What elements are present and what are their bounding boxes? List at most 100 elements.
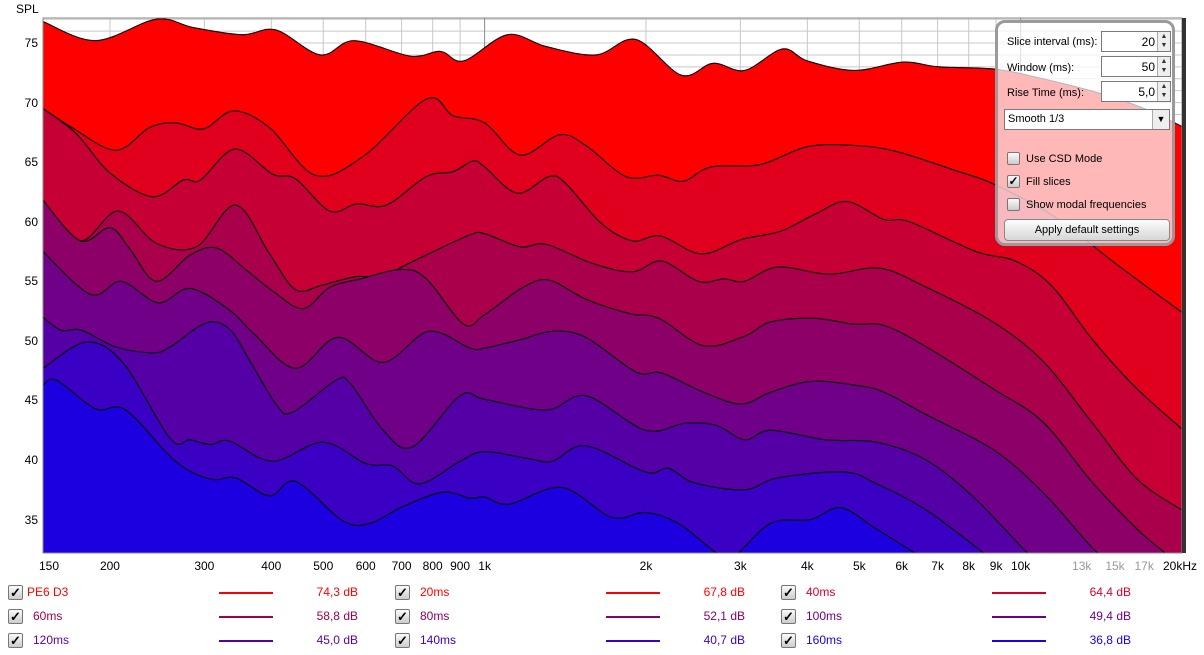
legend-label: PE6 D3 xyxy=(27,585,69,599)
x-tick-label: 3k xyxy=(734,559,747,573)
legend-line-swatch xyxy=(219,640,273,642)
legend-item: ✓ PE6 D3 74,3 dB xyxy=(8,584,358,602)
waterfall-plot xyxy=(42,17,1186,554)
spinner-arrows-icon[interactable]: ▲ ▼ xyxy=(1157,57,1170,76)
slice-line-0 xyxy=(43,18,1182,127)
x-tick-label: 13k xyxy=(1072,559,1092,573)
legend-checkbox[interactable]: ✓ xyxy=(781,633,796,648)
use-csd-label: Use CSD Mode xyxy=(1026,153,1103,165)
y-tick-label: 40 xyxy=(24,453,38,468)
smoothing-select[interactable]: Smooth 1/3 ▼ xyxy=(1004,109,1170,130)
y-tick-label: 45 xyxy=(24,393,38,408)
legend-item: ✓ 20ms 67,8 dB xyxy=(395,584,745,602)
legend-value: 52,1 dB xyxy=(703,609,745,623)
slice-line-3 xyxy=(43,199,1182,511)
legend-checkbox[interactable]: ✓ xyxy=(8,585,23,600)
slice-line-8 xyxy=(43,378,916,553)
legend-item: ✓ 120ms 45,0 dB xyxy=(8,632,358,650)
legend-line-swatch xyxy=(219,616,273,618)
legend-item: ✓ 160ms 36,8 dB xyxy=(781,632,1131,650)
legend-checkbox[interactable]: ✓ xyxy=(395,609,410,624)
legend-value: 64,4 dB xyxy=(1089,585,1131,599)
apply-default-settings-button[interactable]: Apply default settings xyxy=(1004,219,1170,241)
legend-label: 120ms xyxy=(33,633,70,647)
x-tick-label: 500 xyxy=(313,559,334,573)
spinner-arrows-icon[interactable]: ▲ ▼ xyxy=(1157,82,1170,101)
rise-time-label: Rise Time (ms): xyxy=(1007,87,1084,99)
window-label: Window (ms): xyxy=(1007,62,1075,74)
legend-checkbox[interactable]: ✓ xyxy=(395,633,410,648)
slice-line-5 xyxy=(43,251,1099,553)
plot-right-edge xyxy=(1182,18,1186,553)
legend-line-swatch xyxy=(219,592,273,594)
slice-line-1 xyxy=(43,97,1182,313)
x-tick-label: 150 xyxy=(38,559,60,573)
legend-checkbox[interactable]: ✓ xyxy=(395,585,410,600)
legend-item: ✓ 60ms 58,8 dB xyxy=(8,608,358,626)
x-tick-label: 10k xyxy=(1010,559,1031,573)
x-tick-label: 6k xyxy=(895,559,909,573)
x-tick-label: 20kHz xyxy=(1162,559,1198,573)
legend-item: ✓ 140ms 40,7 dB xyxy=(395,632,745,650)
show-modal-label: Show modal frequencies xyxy=(1026,199,1147,211)
x-tick-label: 600 xyxy=(355,559,376,573)
slice-line-6 xyxy=(43,316,1029,553)
legend-value: 36,8 dB xyxy=(1089,633,1131,647)
legend-checkbox[interactable]: ✓ xyxy=(781,585,796,600)
legend-value: 49,4 dB xyxy=(1089,609,1131,623)
fill-slices-label: Fill slices xyxy=(1026,176,1071,188)
legend-label: 140ms xyxy=(420,633,457,647)
legend-value: 45,0 dB xyxy=(316,633,358,647)
y-tick-label: 75 xyxy=(24,36,38,51)
slice-interval-input[interactable]: 20 ▲ ▼ xyxy=(1101,31,1171,52)
legend-label: 160ms xyxy=(806,633,843,647)
legend-item: ✓ 100ms 49,4 dB xyxy=(781,608,1131,626)
x-tick-label: 4k xyxy=(800,559,814,573)
slice-line-7 xyxy=(43,341,985,553)
legend-value: 40,7 dB xyxy=(703,633,745,647)
use-csd-checkbox[interactable] xyxy=(1007,152,1020,165)
window-input[interactable]: 50 ▲ ▼ xyxy=(1101,56,1171,77)
y-axis-title: SPL xyxy=(16,2,39,16)
legend-value: 58,8 dB xyxy=(316,609,358,623)
window-value: 50 xyxy=(1141,60,1155,74)
legend-checkbox[interactable]: ✓ xyxy=(781,609,796,624)
legend-checkbox[interactable]: ✓ xyxy=(8,609,23,624)
y-tick-label: 65 xyxy=(24,155,38,170)
x-tick-label: 700 xyxy=(391,559,412,573)
rise-time-input[interactable]: 5,0 ▲ ▼ xyxy=(1101,81,1171,102)
slice-interval-value: 20 xyxy=(1141,35,1155,49)
slices-group xyxy=(43,18,1182,553)
fill-slices-checkbox[interactable]: ✓ xyxy=(1007,174,1020,188)
legend-value: 74,3 dB xyxy=(316,585,358,599)
y-tick-label: 35 xyxy=(24,512,38,527)
chevron-down-icon[interactable]: ▼ xyxy=(1152,110,1169,129)
legend-line-swatch xyxy=(992,592,1046,594)
x-tick-label: 1k xyxy=(478,559,491,573)
x-tick-label: 15k xyxy=(1105,559,1125,573)
legend-item: ✓ 40ms 64,4 dB xyxy=(781,584,1131,602)
legend-label: 100ms xyxy=(806,609,843,623)
legend-label: 80ms xyxy=(420,609,450,623)
legend-line-swatch xyxy=(992,616,1046,618)
x-tick-label: 800 xyxy=(422,559,443,573)
legend-checkbox[interactable]: ✓ xyxy=(8,633,23,648)
show-modal-checkbox[interactable] xyxy=(1007,198,1020,211)
legend-item: ✓ 80ms 52,1 dB xyxy=(395,608,745,626)
spinner-arrows-icon[interactable]: ▲ ▼ xyxy=(1157,32,1170,51)
x-tick-label: 7k xyxy=(931,559,944,573)
x-tick-label: 2k xyxy=(639,559,653,573)
slice-line-2 xyxy=(43,108,1182,430)
legend-label: 60ms xyxy=(33,609,63,623)
legend-label: 20ms xyxy=(420,585,450,599)
legend-line-swatch xyxy=(606,640,660,642)
x-tick-label: 17k xyxy=(1134,559,1154,573)
slice-fill-8 xyxy=(43,379,915,553)
legend-value: 67,8 dB xyxy=(703,585,745,599)
legend-line-swatch xyxy=(606,592,660,594)
x-tick-label: 900 xyxy=(450,559,471,573)
x-tick-label: 5k xyxy=(852,559,866,573)
legend-line-swatch xyxy=(606,616,660,618)
x-tick-label: 200 xyxy=(99,559,120,573)
x-tick-label: 300 xyxy=(194,559,215,573)
